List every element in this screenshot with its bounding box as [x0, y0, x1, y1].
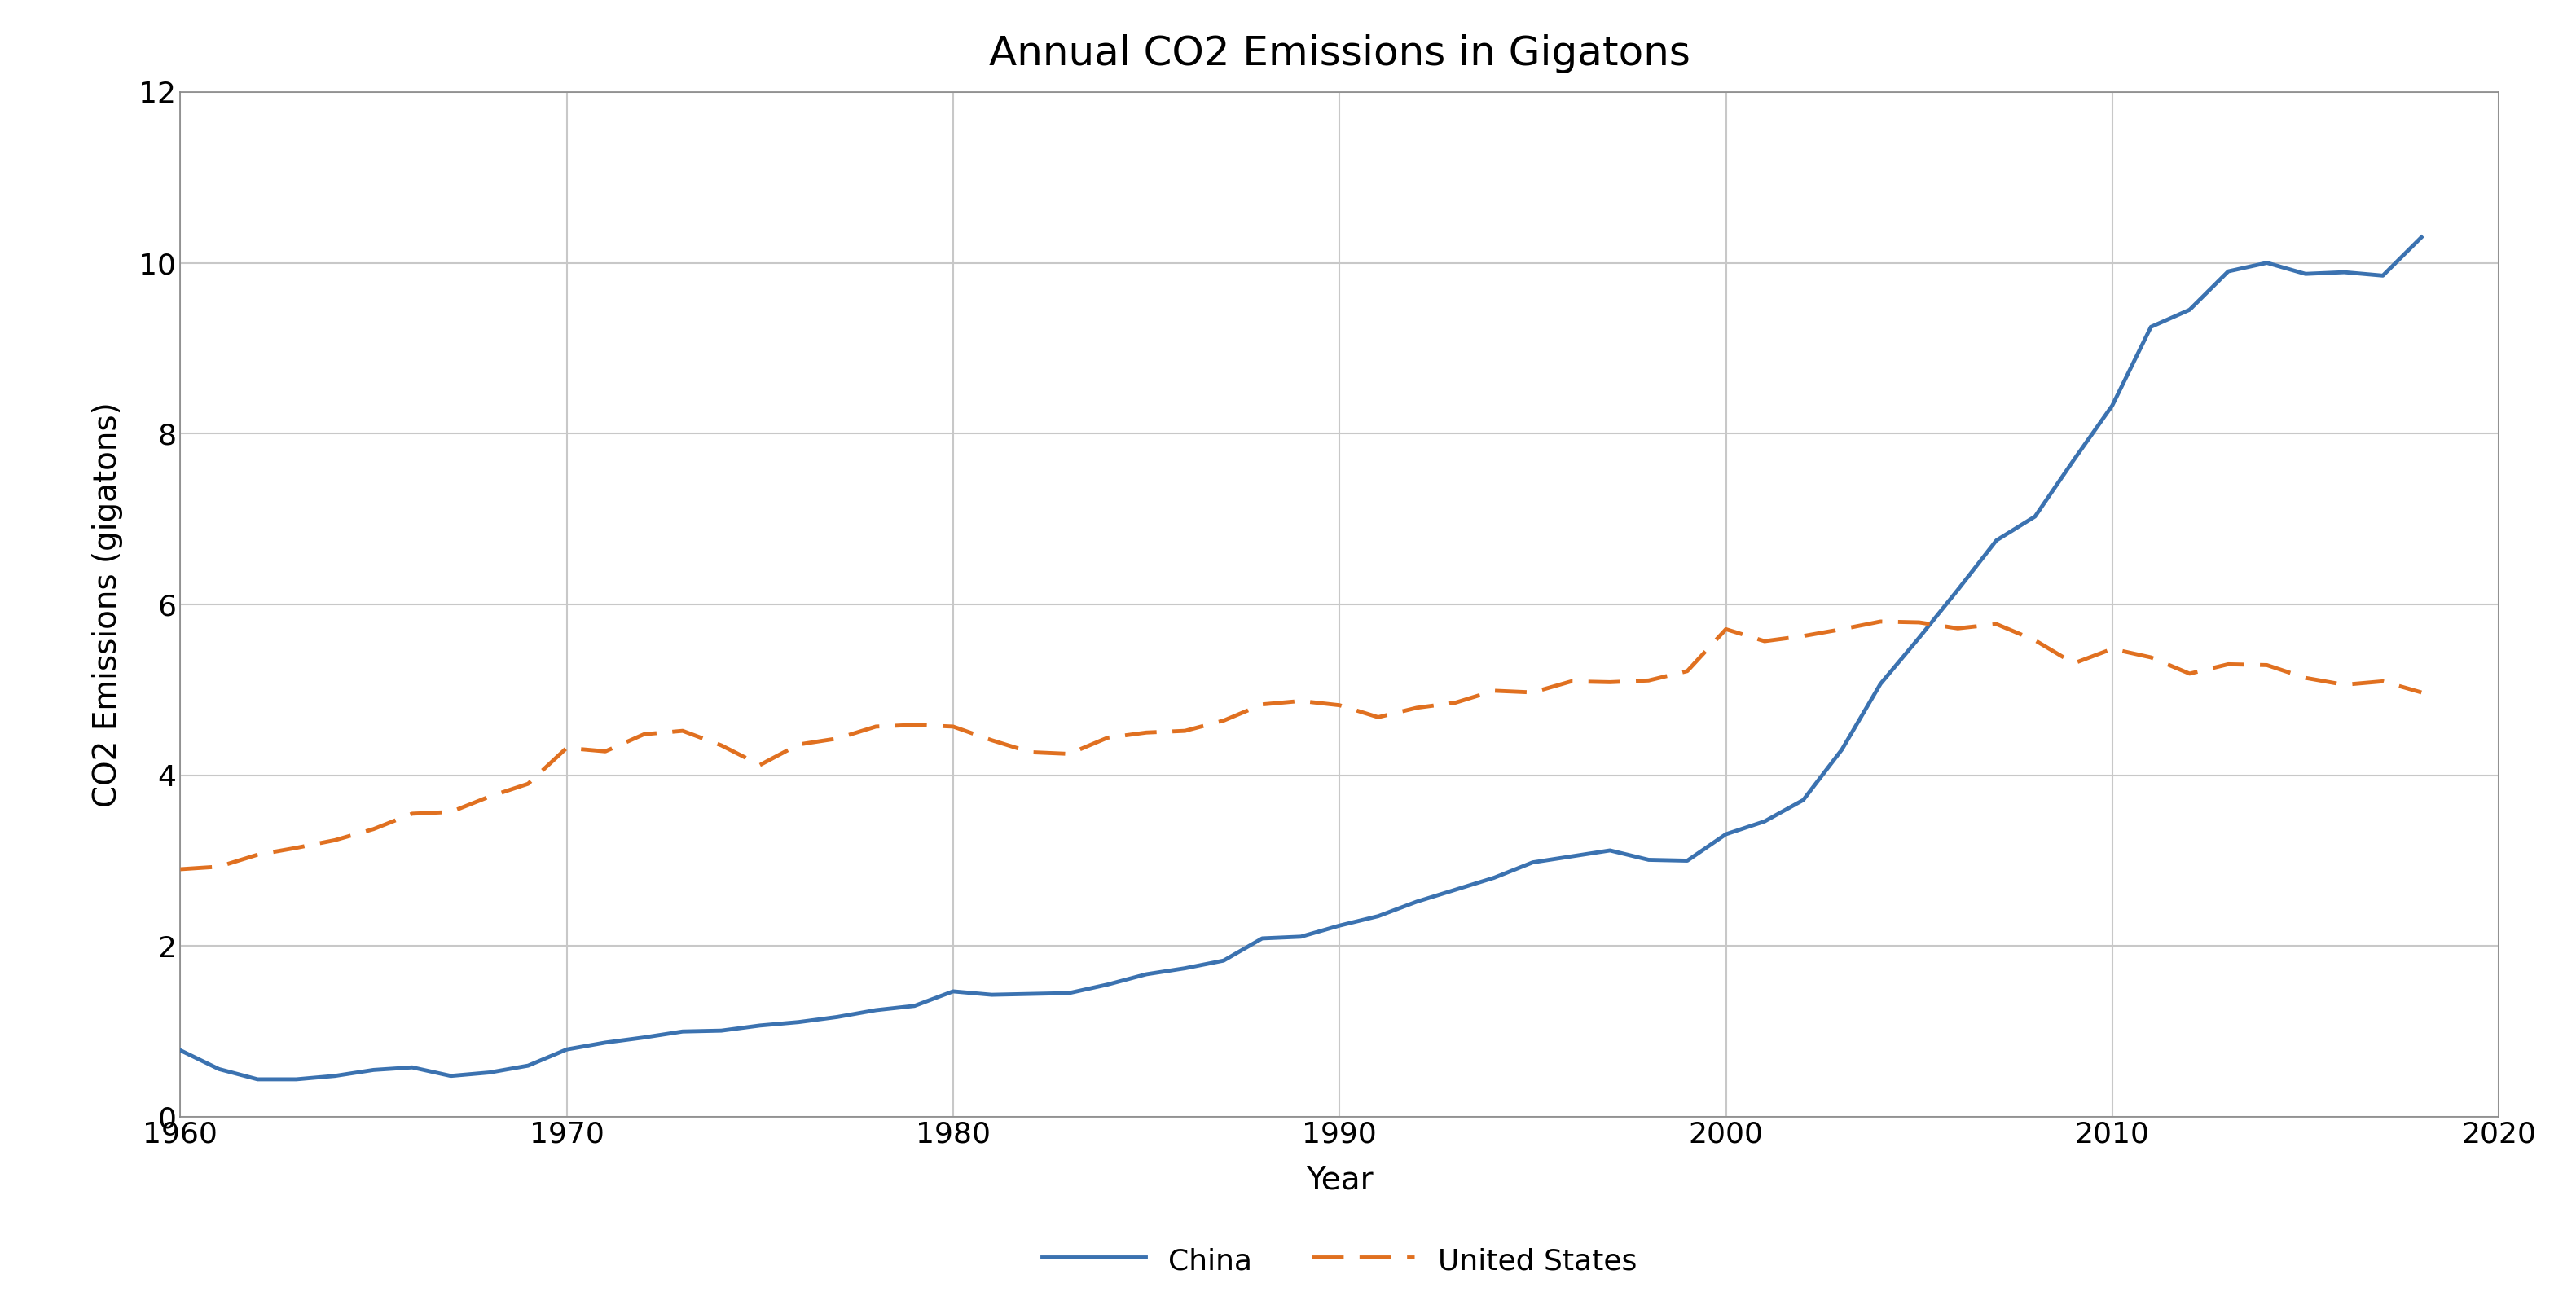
Legend: China, United States: China, United States	[1030, 1233, 1649, 1286]
China	[1826, 741, 1857, 757]
China	[1363, 908, 1394, 924]
United States	[744, 757, 775, 773]
China	[2406, 229, 2437, 244]
China	[435, 1068, 466, 1084]
Line: United States: United States	[180, 622, 2421, 870]
China	[242, 1071, 273, 1087]
Y-axis label: CO2 Emissions (gigatons): CO2 Emissions (gigatons)	[93, 402, 124, 807]
Title: Annual CO2 Emissions in Gigatons: Annual CO2 Emissions in Gigatons	[989, 34, 1690, 74]
X-axis label: Year: Year	[1306, 1164, 1373, 1196]
United States	[1788, 628, 1819, 644]
China	[551, 1042, 582, 1058]
United States	[242, 846, 273, 862]
United States	[397, 805, 428, 821]
United States	[2406, 685, 2437, 700]
China	[281, 1071, 312, 1087]
United States	[165, 862, 196, 878]
Line: China: China	[180, 237, 2421, 1079]
United States	[1324, 698, 1355, 714]
United States	[513, 775, 544, 791]
United States	[1865, 614, 1896, 629]
China	[165, 1042, 196, 1058]
China	[783, 1014, 814, 1030]
